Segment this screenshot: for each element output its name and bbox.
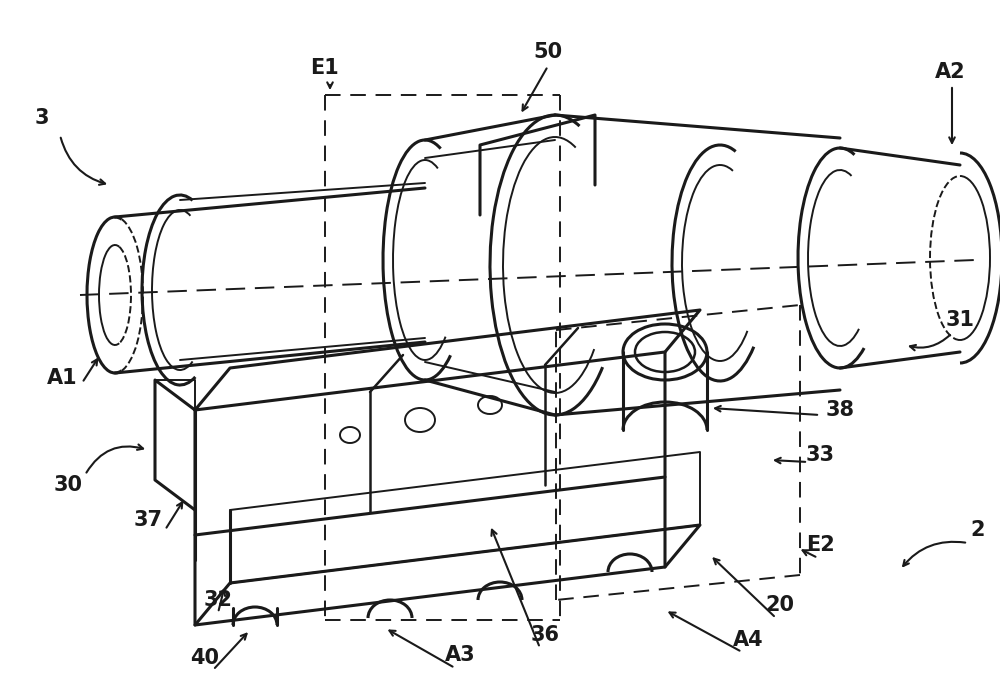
Text: A3: A3 xyxy=(445,645,475,665)
Text: 20: 20 xyxy=(766,595,794,615)
Text: 33: 33 xyxy=(806,445,834,465)
Text: 31: 31 xyxy=(946,310,974,330)
Text: 32: 32 xyxy=(204,590,232,610)
Text: 3: 3 xyxy=(35,108,49,128)
Text: 36: 36 xyxy=(530,625,560,645)
Text: 38: 38 xyxy=(826,400,854,420)
Text: E1: E1 xyxy=(311,58,339,78)
Text: E2: E2 xyxy=(806,535,834,555)
Text: A1: A1 xyxy=(47,368,77,388)
Text: A4: A4 xyxy=(733,630,763,650)
Text: 2: 2 xyxy=(971,520,985,540)
Text: 37: 37 xyxy=(134,510,162,530)
Text: 50: 50 xyxy=(533,42,563,62)
Text: A2: A2 xyxy=(935,62,965,82)
Text: 40: 40 xyxy=(190,648,220,668)
Text: 30: 30 xyxy=(54,475,82,495)
